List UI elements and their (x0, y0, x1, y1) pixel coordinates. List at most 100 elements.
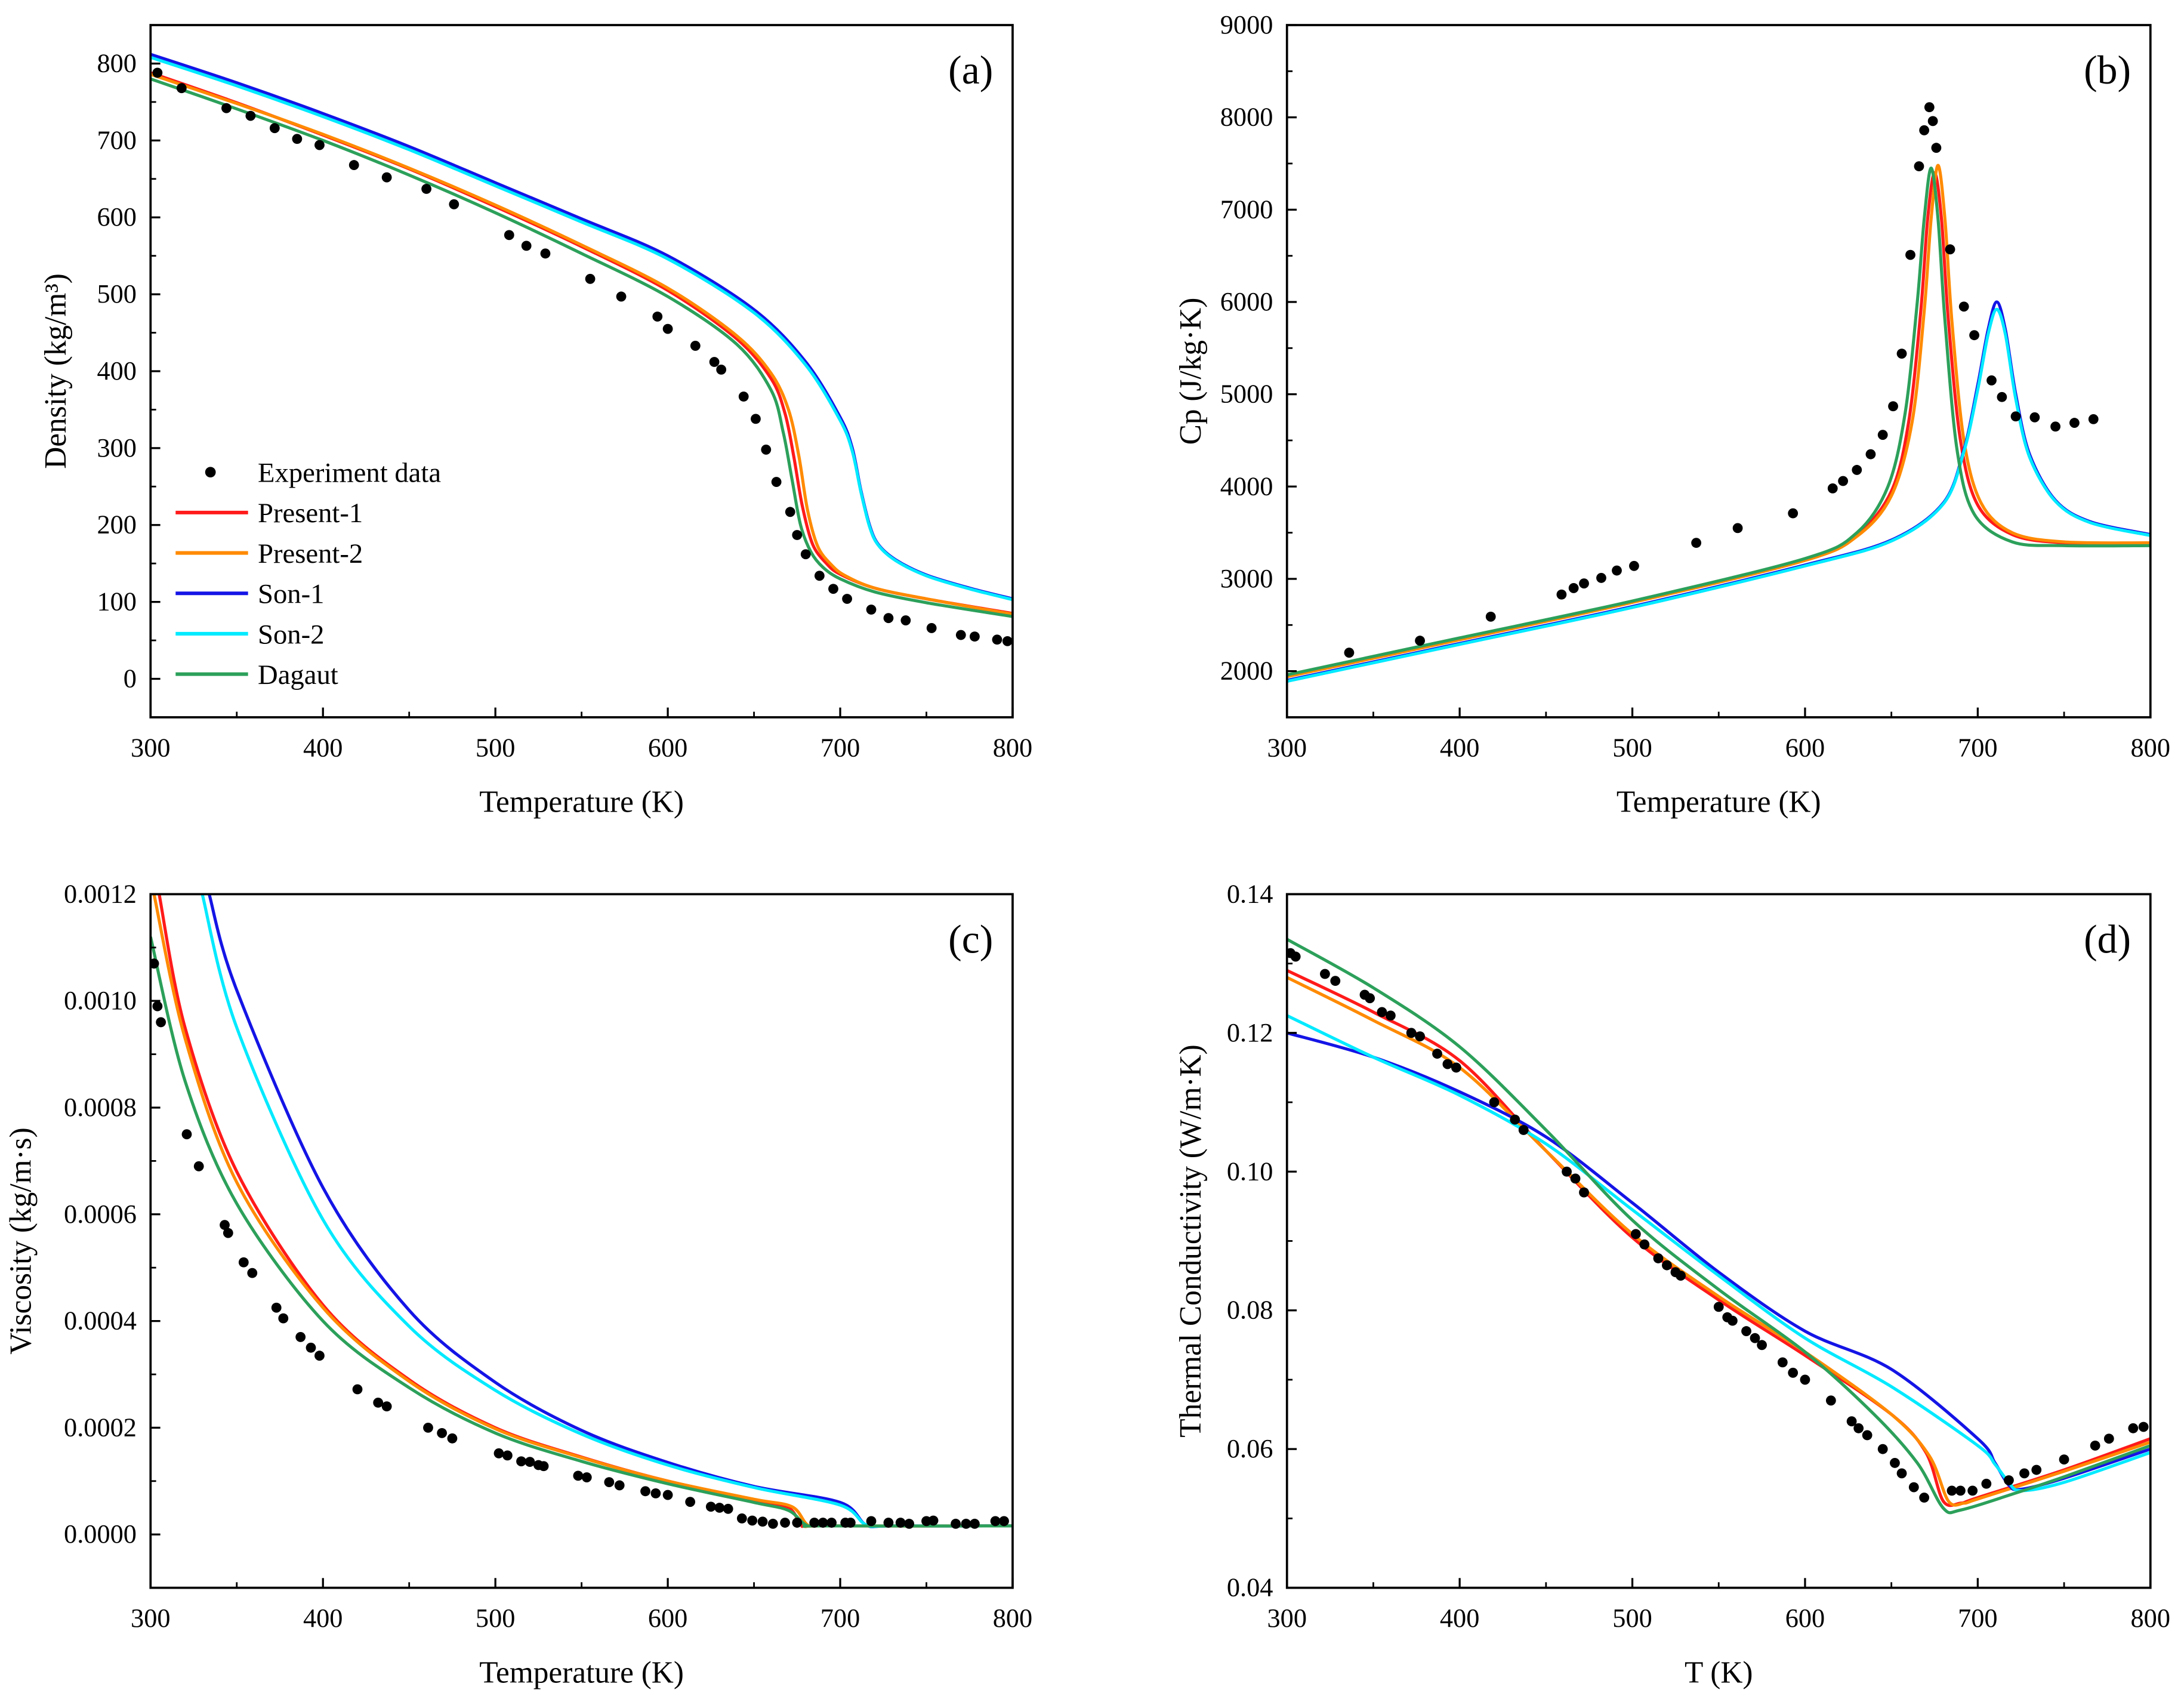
y-tick-label: 0.12 (1227, 1018, 1273, 1047)
experiment-point (1562, 1166, 1572, 1177)
experiment-point (373, 1397, 384, 1408)
legend-label: Son-2 (258, 619, 324, 650)
experiment-point (785, 507, 795, 517)
experiment-point (292, 134, 303, 144)
x-tick-label: 700 (820, 1603, 860, 1633)
experiment-point (738, 391, 749, 402)
y-tick-label: 0.14 (1227, 878, 1273, 908)
experiment-point (650, 1488, 661, 1498)
experiment-point (1788, 1367, 1799, 1378)
x-tick-label: 800 (2130, 732, 2170, 762)
experiment-point (1485, 611, 1496, 622)
experiment-point (314, 140, 325, 150)
series-line-son-1 (1287, 300, 2151, 682)
panel-c-viscosity: 300 400 500 600 700 800 0.0000 0.0002 0.0004 0.00… (4, 878, 1033, 1689)
experiment-point (716, 364, 727, 375)
y-tick-label: 9000 (1220, 10, 1273, 39)
experiment-point (705, 1501, 716, 1512)
x-axis-label: Temperature (K) (479, 1655, 684, 1689)
experiment-point (271, 1302, 282, 1313)
experiment-point (1570, 1173, 1581, 1184)
x-tick-label: 500 (1612, 732, 1652, 762)
plot-frame (149, 893, 1014, 1589)
experiment-point (220, 1220, 230, 1231)
x-tick-label: 600 (648, 732, 688, 762)
experiment-point (1406, 1028, 1417, 1038)
experiment-point (926, 623, 937, 633)
y-tick-label: 0.0010 (64, 985, 137, 1015)
experiment-point (990, 1516, 1001, 1527)
experiment-point (1896, 349, 1907, 359)
series-line-dagaut (1287, 166, 2151, 677)
experiment-point (652, 312, 663, 322)
experiment-point (685, 1497, 696, 1507)
plot-area (1287, 102, 2151, 683)
experiment-point (1415, 636, 1425, 646)
experiment-point (1662, 1260, 1672, 1271)
experiment-point (1947, 1485, 1957, 1496)
experiment-point (1612, 565, 1622, 576)
experiment-point (883, 1518, 894, 1528)
experiment-point (2088, 414, 2099, 424)
series-line-son-2 (1287, 307, 2151, 683)
y-axis-label: Viscosity (kg/m·s) (4, 1127, 38, 1354)
y-tick-label: 200 (97, 510, 137, 539)
experiment-point (1691, 538, 1702, 548)
experiment-point (1986, 375, 1997, 386)
experiment-point (883, 613, 894, 624)
experiment-point (809, 1518, 820, 1528)
experiment-point (1927, 116, 1938, 127)
experiment-point (792, 530, 803, 540)
experiment-point (1579, 578, 1589, 589)
x-tick-label: 400 (303, 1603, 343, 1633)
experiment-point (1442, 1059, 1453, 1069)
x-tick-label: 400 (303, 732, 343, 762)
experiment-point (437, 1427, 447, 1438)
experiment-point (1945, 244, 1955, 255)
experiment-point (449, 199, 459, 209)
experiment-point (150, 958, 159, 969)
experiment-point (181, 1129, 192, 1140)
experiment-point (525, 1457, 535, 1467)
legend-label: Dagaut (258, 659, 338, 690)
legend-label: Son-1 (258, 579, 324, 610)
experiment-point (928, 1515, 939, 1526)
experiment-point (1877, 1444, 1888, 1454)
series-line-dagaut (150, 77, 1013, 618)
experiment-point (709, 357, 720, 367)
experiment-point (1568, 583, 1579, 593)
experiment-point (714, 1503, 725, 1513)
y-tick-label: 6000 (1220, 286, 1273, 316)
x-tick-label: 800 (993, 1603, 1033, 1633)
experiment-point (662, 323, 673, 334)
experiment-point (662, 1490, 673, 1500)
experiment-point (1853, 1423, 1864, 1433)
experiment-point (1713, 1302, 1724, 1312)
y-tick-label: 100 (97, 587, 137, 616)
experiment-point (381, 1401, 392, 1412)
panel-label: (b) (2084, 48, 2131, 92)
experiment-point (2019, 1468, 2029, 1479)
y-tick-label: 7000 (1220, 194, 1273, 224)
legend-label: Present-2 (258, 538, 363, 569)
experiment-point (690, 341, 701, 351)
experiment-point (221, 103, 232, 113)
y-tick-label: 0.0008 (64, 1092, 137, 1122)
experiment-point (828, 584, 838, 594)
experiment-point (1967, 1485, 1978, 1496)
experiment-point (521, 240, 532, 251)
experiment-point (1518, 1125, 1529, 1135)
panel-label: (d) (2084, 917, 2131, 961)
experiment-point (2069, 418, 2080, 428)
experiment-point (238, 1257, 249, 1268)
experiment-point (1914, 161, 1924, 172)
series-line-dagaut (1287, 938, 2151, 1515)
experiment-point (2004, 1475, 2014, 1485)
series-line-present-1 (150, 71, 1013, 615)
experiment-point (176, 83, 187, 94)
y-tick-label: 800 (97, 48, 137, 78)
x-tick-label: 300 (1267, 732, 1307, 762)
panel-label: (c) (948, 917, 993, 961)
y-tick-label: 700 (97, 125, 137, 155)
experiment-point (2103, 1433, 2114, 1444)
